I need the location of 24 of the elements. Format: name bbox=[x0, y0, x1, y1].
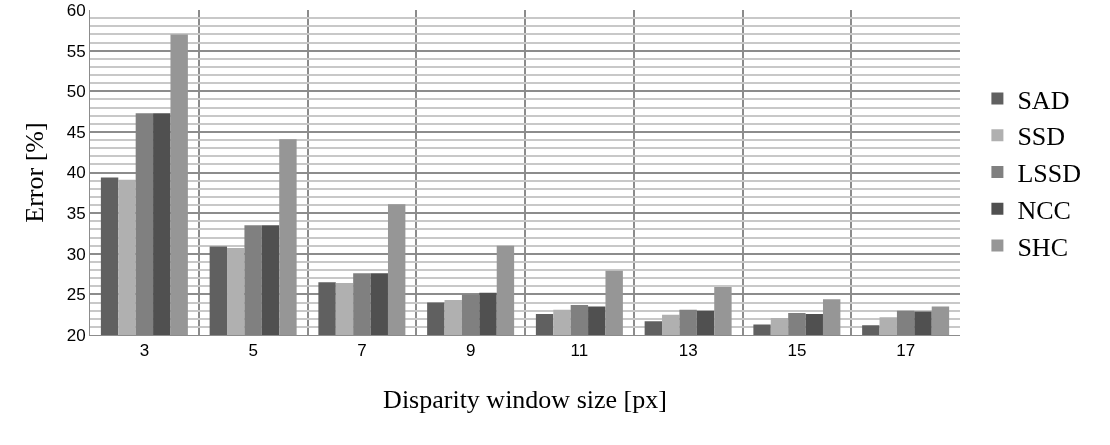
legend-label: NCC bbox=[1017, 195, 1071, 225]
y-tick-label: 55 bbox=[66, 41, 86, 61]
y-tick-label: 40 bbox=[66, 163, 86, 183]
x-tick-label: 7 bbox=[357, 341, 367, 361]
y-tick-label: 45 bbox=[66, 122, 86, 142]
y-tick-label: 25 bbox=[66, 285, 86, 305]
x-tick-label: 3 bbox=[139, 341, 150, 361]
legend-label: SAD bbox=[1017, 85, 1070, 115]
x-tick-label: 13 bbox=[678, 341, 698, 361]
x-tick-label: 9 bbox=[465, 341, 476, 361]
x-axis-title: Disparity window size [px] bbox=[383, 385, 667, 415]
x-tick-label: 15 bbox=[787, 341, 807, 361]
x-tick-label: 5 bbox=[248, 341, 258, 361]
y-tick-label: 60 bbox=[66, 0, 86, 20]
y-tick-label: 35 bbox=[66, 204, 86, 224]
x-tick-label: 17 bbox=[896, 341, 916, 361]
legend-label: SSD bbox=[1017, 122, 1066, 152]
y-axis-title: Error [%] bbox=[20, 122, 50, 223]
y-tick-label: 20 bbox=[66, 325, 86, 345]
y-tick-label: 30 bbox=[66, 244, 86, 264]
legend-label: LSSD bbox=[1017, 159, 1081, 189]
legend-label: SHC bbox=[1017, 232, 1068, 262]
x-tick-label: 11 bbox=[570, 341, 589, 361]
y-tick-label: 50 bbox=[66, 82, 86, 102]
